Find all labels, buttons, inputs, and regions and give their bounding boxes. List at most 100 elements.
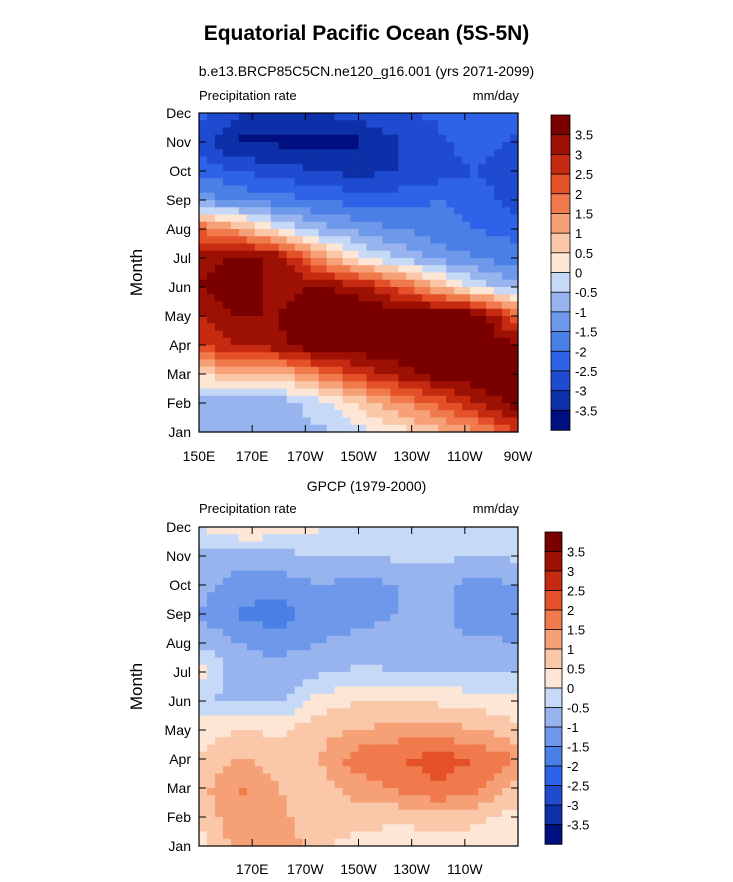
heatmap-cell: [430, 279, 439, 288]
heatmap-cell: [310, 679, 320, 688]
heatmap-cell: [254, 599, 264, 608]
heatmap-cell: [446, 592, 455, 601]
heatmap-cell: [366, 163, 376, 172]
heatmap-cell: [422, 838, 431, 847]
heatmap-cell: [230, 301, 240, 310]
heatmap-cell: [406, 171, 415, 179]
heatmap-cell: [230, 795, 240, 804]
heatmap-cell: [390, 359, 399, 368]
heatmap-cell: [430, 381, 439, 390]
heatmap-cell: [510, 410, 519, 419]
heatmap-cell: [286, 142, 296, 150]
heatmap-cell: [382, 192, 391, 201]
heatmap-cell: [502, 730, 511, 738]
heatmap-cell: [350, 751, 360, 760]
heatmap-cell: [310, 570, 320, 579]
heatmap-cell: [350, 802, 360, 811]
heatmap-cell: [414, 701, 423, 709]
heatmap-cell: [406, 258, 415, 266]
heatmap-cell: [262, 127, 272, 136]
colorbar-box: [550, 193, 571, 215]
heatmap-cell: [262, 592, 272, 601]
heatmap-cell: [382, 701, 391, 709]
heatmap-cell: [510, 635, 519, 644]
heatmap-cell: [350, 207, 360, 216]
heatmap-cell: [406, 817, 415, 825]
heatmap-cell: [246, 788, 256, 796]
heatmap-cell: [342, 395, 352, 404]
heatmap-cell: [230, 809, 240, 818]
heatmap-cell: [462, 410, 471, 419]
heatmap-cell: [422, 599, 431, 608]
heatmap-cell: [494, 316, 503, 324]
heatmap-cell: [462, 635, 471, 644]
heatmap-cell: [438, 229, 447, 237]
heatmap-cell: [294, 606, 304, 615]
heatmap-cell: [446, 171, 455, 179]
heatmap-cell: [438, 207, 447, 216]
heatmap-cell: [454, 824, 463, 833]
heatmap-cell: [478, 628, 487, 637]
heatmap-cell: [350, 330, 360, 339]
heatmap-cell: [342, 345, 352, 353]
heatmap-cell: [494, 824, 503, 833]
heatmap-cell: [246, 163, 256, 172]
heatmap-cell: [454, 294, 463, 303]
heatmap-cell: [294, 250, 304, 259]
heatmap-cell: [422, 120, 431, 129]
heatmap-cell: [374, 592, 384, 601]
heatmap-cell: [222, 708, 232, 717]
heatmap-cell: [342, 403, 352, 411]
heatmap-cell: [390, 243, 399, 252]
heatmap-cell: [302, 250, 312, 259]
heatmap-cell: [310, 635, 320, 644]
heatmap-cell: [478, 250, 487, 259]
heatmap-cell: [462, 824, 471, 833]
heatmap-cell: [486, 127, 495, 136]
heatmap-cell: [254, 301, 264, 310]
heatmap-cell: [446, 527, 455, 535]
heatmap-cell: [510, 403, 519, 411]
heatmap-cell: [326, 708, 336, 717]
heatmap-cell: [462, 272, 471, 281]
heatmap-cell: [486, 287, 495, 295]
colorbar-box: [550, 232, 571, 254]
heatmap-cell: [374, 410, 384, 419]
heatmap-cell: [502, 766, 511, 775]
heatmap-cell: [422, 548, 431, 557]
y-tick-label: Jan: [168, 838, 191, 854]
heatmap-cell: [214, 330, 224, 339]
heatmap-cell: [286, 570, 296, 579]
heatmap-cell: [406, 809, 415, 818]
heatmap-cell: [318, 766, 328, 775]
heatmap-cell: [358, 599, 368, 608]
heatmap-cell: [326, 809, 336, 818]
heatmap-cell: [478, 381, 487, 390]
heatmap-cell: [294, 113, 304, 121]
heatmap-cell: [462, 715, 471, 724]
heatmap-cell: [294, 737, 304, 746]
heatmap-cell: [230, 635, 240, 644]
heatmap-cell: [294, 279, 304, 288]
heatmap-cell: [454, 359, 463, 368]
heatmap-cell: [214, 614, 224, 622]
heatmap-cell: [510, 221, 519, 230]
heatmap-cell: [438, 258, 447, 266]
heatmap-cell: [238, 192, 248, 201]
heatmap-cell: [246, 366, 256, 375]
heatmap-cell: [350, 577, 360, 586]
heatmap-cell: [302, 548, 312, 557]
heatmap-cell: [254, 265, 264, 274]
heatmap-cell: [294, 272, 304, 281]
heatmap-cell: [398, 352, 407, 361]
heatmap-cell: [350, 250, 360, 259]
heatmap-cell: [342, 113, 352, 121]
heatmap-cell: [414, 693, 423, 702]
heatmap-cell: [230, 352, 240, 361]
heatmap-cell: [199, 272, 208, 281]
heatmap-cell: [374, 679, 384, 688]
heatmap-cell: [199, 548, 208, 557]
heatmap-cell: [406, 527, 415, 535]
heatmap-cell: [318, 730, 328, 738]
heatmap-cell: [294, 214, 304, 223]
